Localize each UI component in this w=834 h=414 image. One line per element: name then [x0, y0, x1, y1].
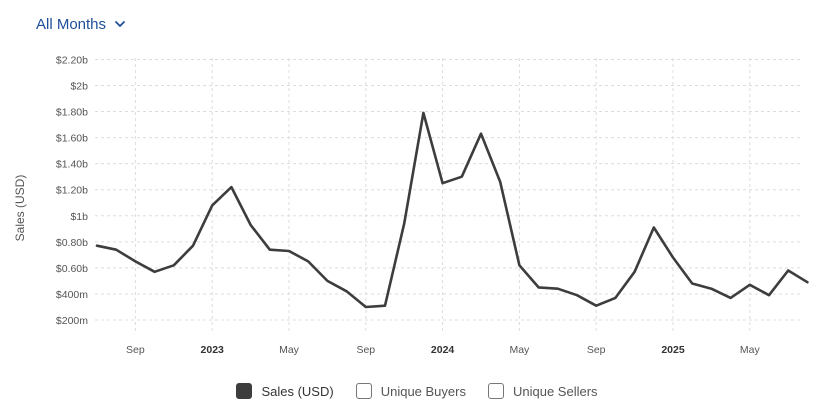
y-tick-label: $0.80b — [56, 237, 88, 249]
data-point[interactable] — [766, 292, 772, 298]
y-tick-label: $400m — [56, 289, 88, 301]
y-axis: $200m $400m $0.60b $0.80b $1b $1.20b $1.40b $1.… — [56, 54, 88, 327]
data-point[interactable] — [612, 295, 618, 301]
data-point[interactable] — [632, 269, 638, 275]
x-axis: Sep 2023 May Sep 2024 May Sep 2025 May — [126, 344, 760, 356]
y-tick-label: $2b — [70, 81, 88, 93]
y-tick-label: $1.40b — [56, 159, 88, 171]
data-point[interactable] — [555, 286, 561, 292]
x-tick-label: Sep — [126, 344, 145, 356]
month-filter-dropdown[interactable]: All Months — [36, 12, 126, 36]
data-point[interactable] — [804, 279, 810, 285]
legend-item-unique-buyers[interactable]: Unique Buyers — [355, 383, 466, 399]
data-point[interactable] — [478, 131, 484, 137]
series-line-sales — [95, 111, 809, 309]
y-tick-label: $200m — [56, 315, 88, 327]
x-tick-label: Sep — [587, 344, 606, 356]
series — [94, 110, 810, 310]
data-point[interactable] — [171, 262, 177, 268]
data-point[interactable] — [536, 284, 542, 290]
legend-label: Sales (USD) — [261, 383, 334, 399]
data-point[interactable] — [459, 174, 465, 180]
data-point[interactable] — [497, 179, 503, 185]
legend-item-unique-sellers[interactable]: Unique Sellers — [487, 383, 598, 399]
checkbox-checked-icon — [236, 383, 253, 399]
data-point[interactable] — [728, 295, 734, 301]
y-tick-label: $1.20b — [56, 185, 88, 197]
x-tick-label: Sep — [356, 344, 375, 356]
data-point[interactable] — [593, 303, 599, 309]
legend-item-sales[interactable]: Sales (USD) — [236, 383, 334, 399]
data-point[interactable] — [574, 292, 580, 298]
data-point[interactable] — [708, 286, 714, 292]
data-point[interactable] — [209, 202, 215, 208]
data-point[interactable] — [440, 180, 446, 186]
data-point[interactable] — [286, 248, 292, 254]
data-point[interactable] — [651, 225, 657, 231]
data-point[interactable] — [228, 184, 234, 190]
data-point[interactable] — [689, 281, 695, 287]
y-tick-label: $2.20b — [56, 54, 88, 66]
data-point[interactable] — [363, 304, 369, 310]
data-point[interactable] — [113, 247, 119, 253]
data-point[interactable] — [305, 258, 311, 264]
month-filter-label: All Months — [36, 15, 107, 33]
y-tick-label: $1.60b — [56, 133, 88, 145]
x-tick-label: 2025 — [661, 344, 685, 356]
data-point[interactable] — [516, 262, 522, 268]
data-point[interactable] — [132, 258, 138, 264]
x-tick-label: May — [509, 344, 530, 356]
chevron-down-icon — [115, 21, 125, 27]
data-point[interactable] — [420, 110, 426, 116]
data-point[interactable] — [670, 254, 676, 260]
data-point[interactable] — [747, 282, 753, 288]
data-point[interactable] — [344, 288, 350, 294]
data-point[interactable] — [324, 278, 330, 284]
grid — [95, 58, 803, 332]
y-axis-label: Sales (USD) — [13, 175, 27, 242]
data-point[interactable] — [152, 269, 158, 275]
x-tick-label: May — [279, 344, 300, 356]
data-point[interactable] — [94, 243, 100, 249]
y-tick-label: $1.80b — [56, 107, 88, 119]
checkbox-unchecked-icon — [355, 383, 372, 399]
checkbox-unchecked-icon — [487, 383, 504, 399]
data-point[interactable] — [785, 267, 791, 273]
x-tick-label: 2024 — [431, 344, 455, 356]
y-tick-label: $0.60b — [56, 263, 88, 275]
x-tick-label: May — [740, 344, 761, 356]
legend: Sales (USD) Unique Buyers Unique Sellers — [0, 378, 834, 404]
data-point[interactable] — [382, 303, 388, 309]
data-point[interactable] — [401, 221, 407, 227]
legend-label: Unique Sellers — [512, 383, 598, 399]
legend-label: Unique Buyers — [380, 383, 466, 399]
data-point[interactable] — [190, 243, 196, 249]
data-point[interactable] — [248, 222, 254, 228]
x-tick-label: 2023 — [201, 344, 225, 356]
y-tick-label: $1b — [70, 211, 88, 223]
data-point[interactable] — [267, 247, 273, 253]
